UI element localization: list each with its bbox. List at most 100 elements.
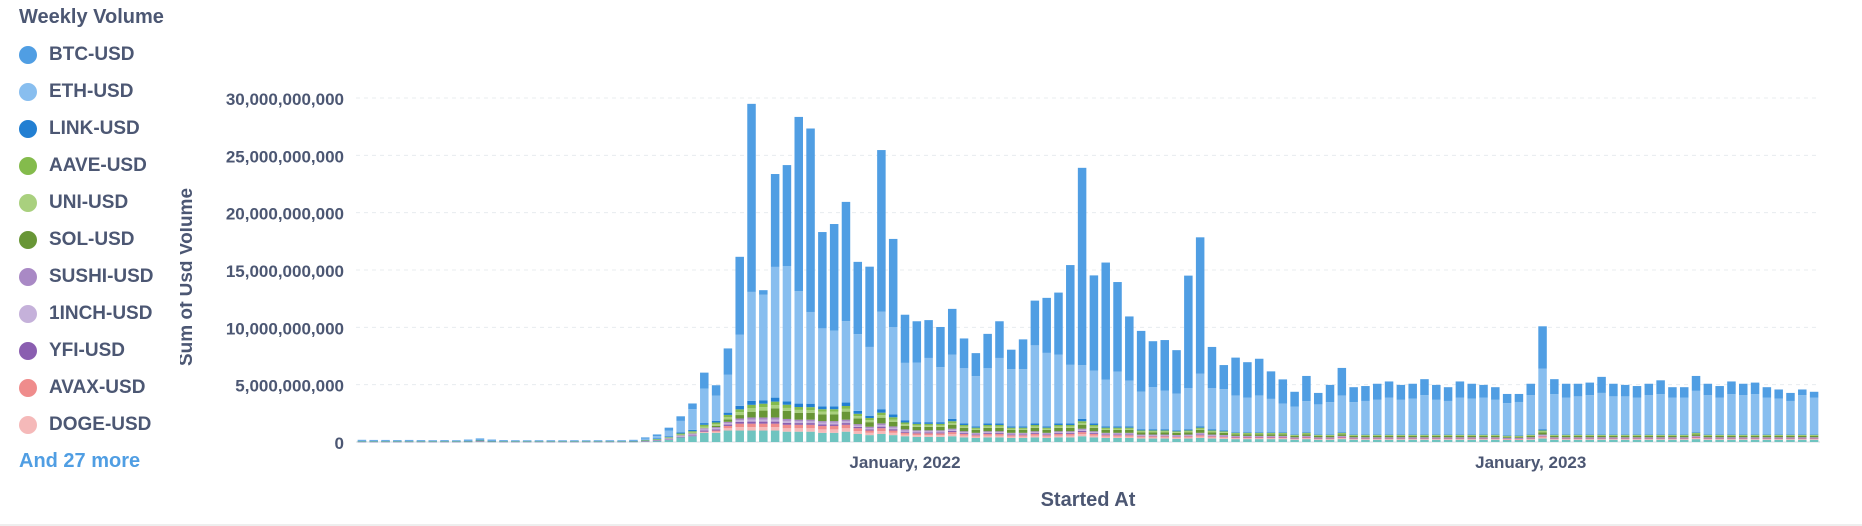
- bar-segment[interactable]: [1550, 434, 1559, 436]
- bar-segment[interactable]: [1526, 383, 1535, 396]
- bar-segment[interactable]: [1408, 439, 1417, 442]
- bar-segment[interactable]: [1762, 435, 1772, 436]
- bar-segment[interactable]: [629, 440, 638, 442]
- bar-segment[interactable]: [770, 427, 780, 431]
- bar-segment[interactable]: [1089, 431, 1099, 433]
- bar-segment[interactable]: [1231, 436, 1240, 437]
- bar-segment[interactable]: [818, 406, 827, 410]
- bar-segment[interactable]: [983, 427, 992, 432]
- bar-segment[interactable]: [1798, 439, 1807, 442]
- bar-segment[interactable]: [1727, 435, 1736, 438]
- bar-segment[interactable]: [782, 424, 792, 429]
- bar-segment[interactable]: [1656, 380, 1665, 395]
- bar-segment[interactable]: [1125, 436, 1134, 438]
- bar-segment[interactable]: [865, 418, 874, 421]
- bar-segment[interactable]: [1798, 437, 1807, 438]
- bar-segment[interactable]: [1113, 428, 1122, 430]
- bar-segment[interactable]: [995, 433, 1004, 436]
- bar-segment[interactable]: [1573, 439, 1583, 442]
- bar-segment[interactable]: [1774, 437, 1783, 439]
- bar-segment[interactable]: [711, 395, 721, 421]
- bar-segment[interactable]: [1467, 383, 1476, 399]
- bar-segment[interactable]: [1809, 438, 1819, 440]
- bar-segment[interactable]: [1644, 435, 1654, 436]
- bar-segment[interactable]: [1337, 439, 1347, 442]
- bar-segment[interactable]: [1325, 384, 1335, 403]
- bar-segment[interactable]: [570, 440, 579, 441]
- bar-segment[interactable]: [1597, 437, 1606, 439]
- bar-segment[interactable]: [1786, 434, 1795, 435]
- bar-segment[interactable]: [829, 224, 839, 331]
- bar-segment[interactable]: [995, 357, 1004, 424]
- bar-segment[interactable]: [1585, 382, 1595, 396]
- bar-segment[interactable]: [1691, 432, 1701, 433]
- bar-segment[interactable]: [1207, 388, 1217, 430]
- bar-segment[interactable]: [806, 423, 815, 425]
- bar-segment[interactable]: [794, 424, 803, 429]
- bar-segment[interactable]: [1184, 436, 1193, 438]
- bar-segment[interactable]: [1290, 438, 1299, 440]
- bar-segment[interactable]: [865, 432, 874, 436]
- bar-segment[interactable]: [1290, 439, 1299, 440]
- bar-segment[interactable]: [369, 439, 378, 441]
- bar-segment[interactable]: [841, 431, 851, 442]
- bar-segment[interactable]: [1502, 436, 1512, 438]
- bar-segment[interactable]: [1715, 439, 1724, 440]
- bar-segment[interactable]: [1502, 438, 1512, 440]
- bar-segment[interactable]: [1408, 437, 1417, 439]
- bar-segment[interactable]: [1408, 398, 1417, 435]
- bar-segment[interactable]: [1609, 396, 1618, 435]
- bar-segment[interactable]: [1762, 387, 1772, 398]
- bar-segment[interactable]: [1715, 434, 1724, 436]
- bar-segment[interactable]: [1042, 436, 1051, 438]
- bar-segment[interactable]: [1585, 437, 1595, 438]
- bar-segment[interactable]: [841, 421, 851, 424]
- bar-segment[interactable]: [1219, 436, 1229, 437]
- bar-segment[interactable]: [936, 367, 945, 423]
- bar-segment[interactable]: [912, 426, 922, 431]
- bar-segment[interactable]: [1396, 399, 1406, 435]
- bar-segment[interactable]: [1420, 438, 1429, 440]
- bar-segment[interactable]: [1491, 437, 1500, 438]
- bar-segment[interactable]: [1007, 369, 1016, 427]
- bar-segment[interactable]: [1361, 435, 1370, 438]
- bar-segment[interactable]: [1620, 437, 1630, 439]
- bar-segment[interactable]: [995, 432, 1004, 434]
- bar-segment[interactable]: [1632, 437, 1642, 439]
- bar-segment[interactable]: [1207, 431, 1217, 433]
- bar-segment[interactable]: [912, 431, 922, 433]
- bar-segment[interactable]: [1136, 429, 1146, 431]
- bar-segment[interactable]: [1148, 431, 1158, 433]
- bar-segment[interactable]: [1809, 437, 1819, 439]
- bar-segment[interactable]: [1491, 435, 1500, 438]
- bar-segment[interactable]: [1668, 387, 1677, 398]
- bar-segment[interactable]: [1113, 429, 1122, 433]
- bar-segment[interactable]: [924, 431, 933, 433]
- bar-segment[interactable]: [711, 427, 721, 429]
- bar-segment[interactable]: [959, 426, 969, 428]
- bar-segment[interactable]: [1550, 394, 1559, 435]
- bar-segment[interactable]: [1467, 439, 1476, 442]
- bar-segment[interactable]: [782, 404, 792, 408]
- bar-segment[interactable]: [1172, 431, 1181, 433]
- bar-segment[interactable]: [652, 438, 662, 440]
- legend-item[interactable]: 1INCH-USD: [19, 299, 152, 329]
- bar-segment[interactable]: [1160, 390, 1169, 430]
- bar-segment[interactable]: [1113, 436, 1122, 438]
- bar-segment[interactable]: [1396, 439, 1406, 442]
- bar-segment[interactable]: [1703, 439, 1713, 440]
- bar-segment[interactable]: [1443, 437, 1453, 439]
- bar-segment[interactable]: [1396, 437, 1406, 439]
- bar-segment[interactable]: [1325, 437, 1335, 439]
- bar-segment[interactable]: [1160, 429, 1169, 431]
- bar-segment[interactable]: [1172, 393, 1181, 431]
- bar-segment[interactable]: [1786, 437, 1795, 438]
- bar-segment[interactable]: [1491, 437, 1500, 439]
- bar-segment[interactable]: [1609, 437, 1618, 438]
- bar-segment[interactable]: [770, 419, 780, 422]
- bar-segment[interactable]: [452, 440, 461, 441]
- bar-segment[interactable]: [1207, 346, 1217, 389]
- bar-segment[interactable]: [1101, 379, 1110, 427]
- bar-segment[interactable]: [1668, 437, 1677, 439]
- bar-segment[interactable]: [1077, 167, 1087, 366]
